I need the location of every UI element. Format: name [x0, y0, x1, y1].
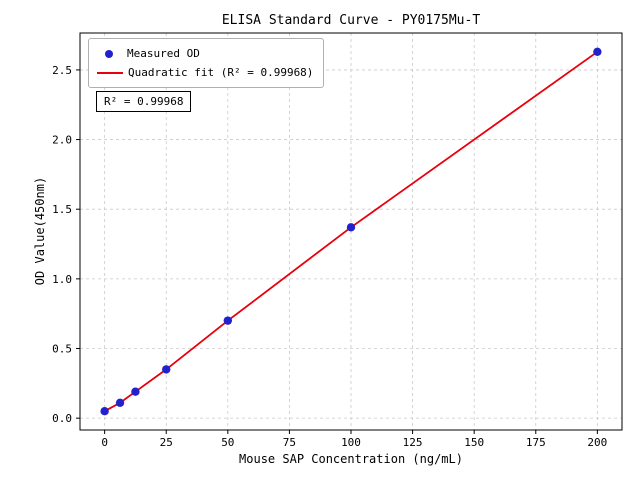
y-tick-label: 1.0	[52, 273, 72, 286]
y-tick-label: 0.5	[52, 343, 72, 356]
x-tick-label: 25	[160, 436, 173, 449]
measured-od-point	[162, 365, 171, 374]
x-tick-label: 100	[341, 436, 361, 449]
x-tick-label: 200	[587, 436, 607, 449]
x-tick-label: 0	[101, 436, 108, 449]
measured-od-point	[100, 406, 109, 416]
legend-entry-measured-od: Measured OD	[97, 44, 313, 63]
legend-entry-quadratic-fit: Quadratic fit (R² = 0.99968)	[97, 63, 313, 82]
measured-od-point	[346, 223, 356, 232]
y-tick-label: 0.0	[52, 412, 72, 425]
measured-od-point	[115, 398, 125, 408]
chart-title: ELISA Standard Curve - PY0175Mu-T	[221, 13, 481, 28]
x-tick-label: 175	[526, 436, 546, 449]
measured-od-point	[223, 316, 233, 325]
measured-od-point	[131, 387, 140, 396]
y-tick-label: 2.0	[52, 134, 72, 147]
y-tick-label: 2.5	[52, 64, 72, 77]
fit-line-marker-icon	[97, 71, 123, 74]
x-axis-label: Mouse SAP Concentration (ng/mL)	[239, 452, 463, 466]
legend-entry-label: Quadratic fit (R² = 0.99968)	[128, 66, 314, 79]
measured-od-point	[593, 47, 602, 57]
x-tick-label: 150	[464, 436, 484, 449]
r-squared-annotation: R² = 0.99968	[96, 91, 192, 112]
y-axis-label: OD Value(450nm)	[33, 176, 47, 286]
x-tick-label: 75	[283, 436, 296, 449]
x-tick-label: 125	[403, 436, 423, 449]
y-tick-label: 1.5	[52, 203, 72, 216]
legend: Measured OD Quadratic fit (R² = 0.99968)	[88, 38, 325, 88]
legend-entry-label: Measured OD	[127, 47, 200, 60]
measured-od-marker-icon	[105, 49, 113, 58]
x-tick-label: 50	[221, 436, 234, 449]
